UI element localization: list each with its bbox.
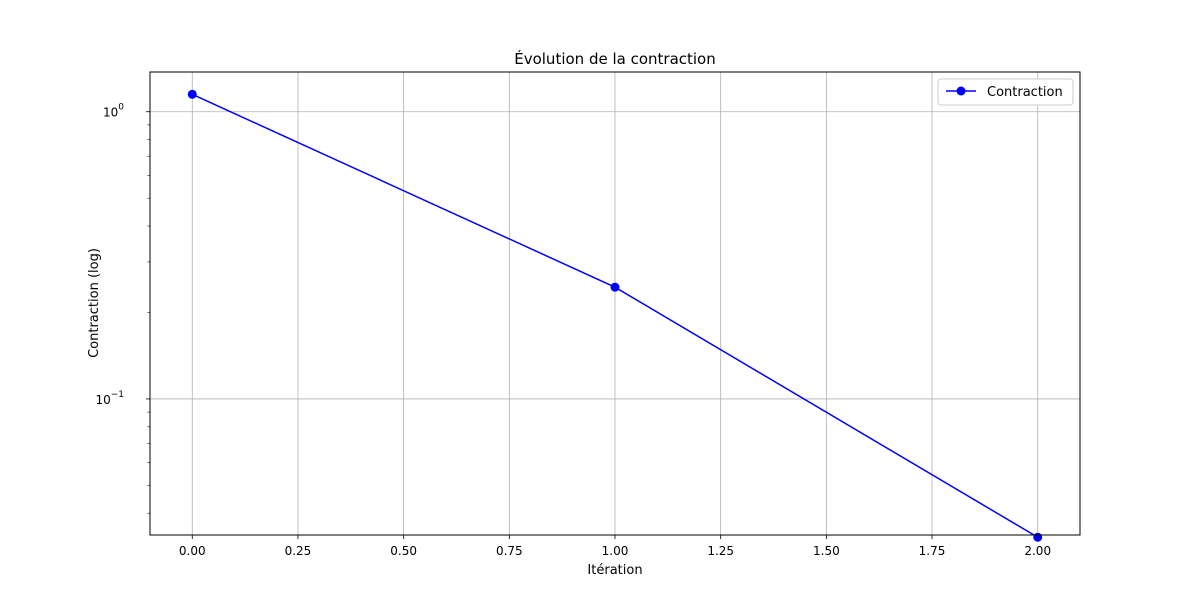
x-axis-label: Itération (587, 563, 642, 578)
y-axis-ticks: 100 10−1 (95, 103, 150, 514)
x-tick-label: 0.75 (496, 544, 523, 558)
data-point (187, 89, 197, 99)
x-tick-label: 1.25 (707, 544, 734, 558)
grid (150, 72, 1080, 535)
x-tick-label: 2.00 (1024, 544, 1051, 558)
x-tick-label: 1.50 (813, 544, 840, 558)
x-tick-label: 1.00 (602, 544, 629, 558)
x-tick-label: 0.00 (179, 544, 206, 558)
y-tick-label: 10−1 (95, 390, 124, 407)
legend-box (937, 78, 1074, 106)
x-tick-label: 0.25 (285, 544, 312, 558)
chart-title: Évolution de la contraction (514, 49, 716, 68)
legend-label: Contraction (987, 85, 1063, 100)
data-point (610, 282, 620, 292)
x-tick-label: 0.50 (390, 544, 417, 558)
legend-marker-icon (956, 86, 966, 96)
x-tick-label: 1.75 (919, 544, 946, 558)
legend: Contraction (937, 78, 1074, 106)
x-axis-ticks: 0.00 0.25 0.50 0.75 1.00 1.25 1.50 1.75 2.00 (179, 535, 1051, 558)
y-axis-label: Contraction (log) (87, 248, 102, 358)
series-layer (187, 89, 1043, 542)
y-tick-label: 100 (103, 103, 124, 120)
